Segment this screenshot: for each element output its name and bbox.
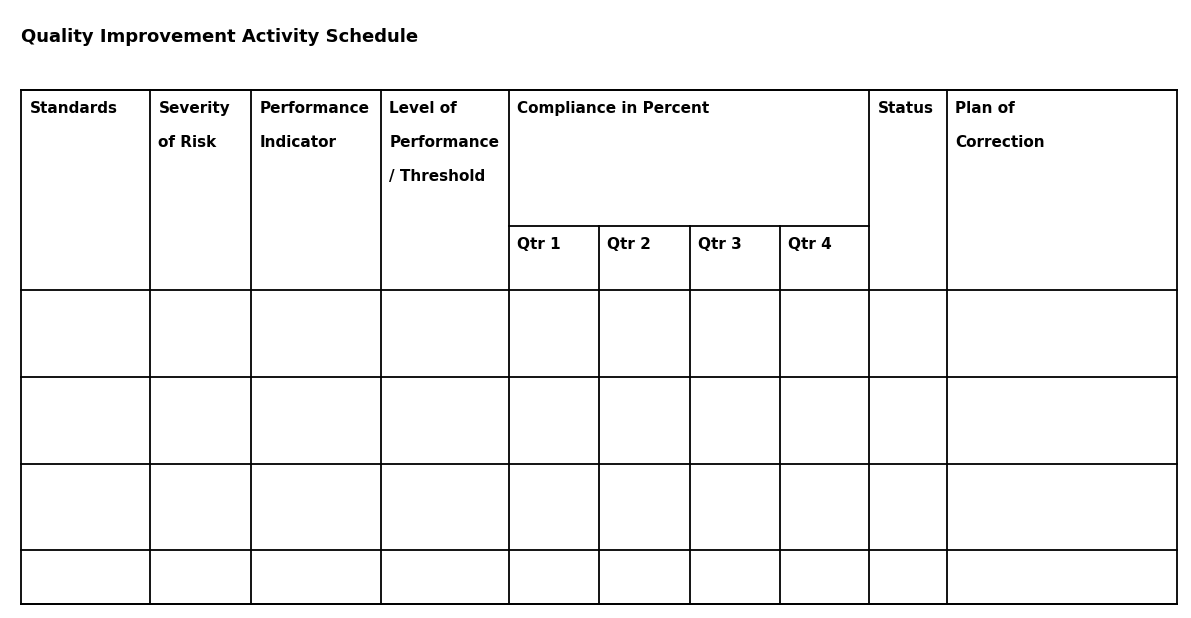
Text: Severity: Severity xyxy=(158,101,230,116)
Text: Performance: Performance xyxy=(389,135,499,150)
Text: Level of: Level of xyxy=(389,101,457,116)
Text: Quality Improvement Activity Schedule: Quality Improvement Activity Schedule xyxy=(21,28,418,46)
Text: Performance: Performance xyxy=(260,101,369,116)
Text: Qtr 3: Qtr 3 xyxy=(698,237,742,252)
Text: Plan of: Plan of xyxy=(955,101,1015,116)
Text: of Risk: of Risk xyxy=(158,135,217,150)
Text: Qtr 1: Qtr 1 xyxy=(517,237,561,252)
Text: Qtr 4: Qtr 4 xyxy=(788,237,833,252)
Text: / Threshold: / Threshold xyxy=(389,169,486,184)
Text: Compliance in Percent: Compliance in Percent xyxy=(517,101,709,116)
Text: Indicator: Indicator xyxy=(260,135,337,150)
Text: Standards: Standards xyxy=(30,101,118,116)
Text: Status: Status xyxy=(878,101,934,116)
Text: Correction: Correction xyxy=(955,135,1045,150)
Text: Qtr 2: Qtr 2 xyxy=(607,237,651,252)
